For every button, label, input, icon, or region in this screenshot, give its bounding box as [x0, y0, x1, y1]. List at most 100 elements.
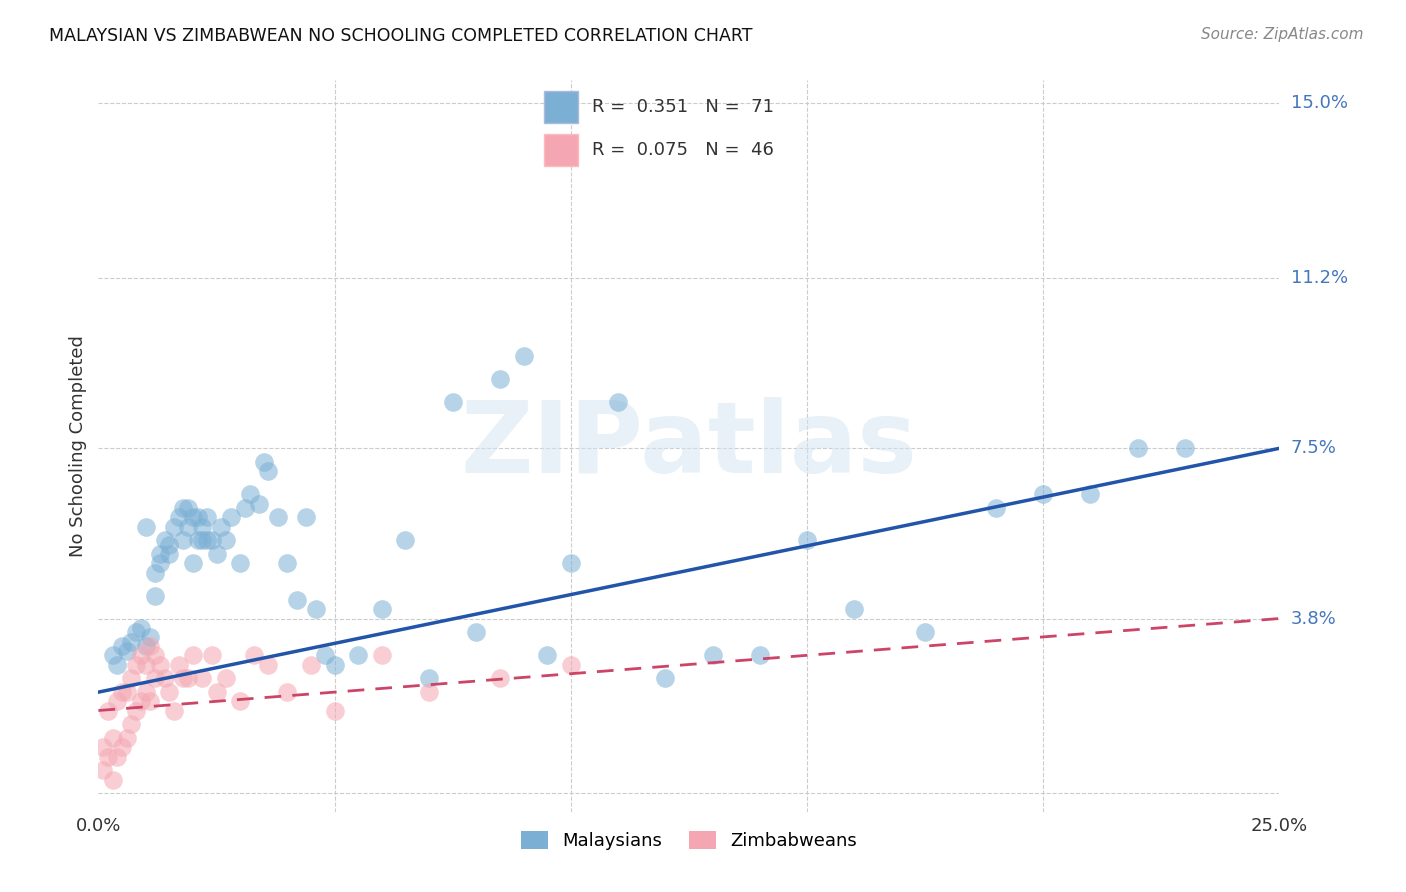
Point [172, 533, 194, 548]
Point [139, 630, 162, 644]
Point [139, 639, 162, 653]
Point [105, 749, 128, 764]
Point [191, 533, 214, 548]
Legend: Malaysians, Zimbabweans: Malaysians, Zimbabweans [513, 823, 865, 857]
Point [135, 685, 157, 699]
Point [796, 533, 818, 548]
Point [243, 648, 266, 663]
Point [914, 625, 936, 640]
Point [560, 557, 582, 571]
Point [125, 657, 148, 672]
Point [219, 510, 242, 524]
Point [371, 648, 394, 663]
Y-axis label: No Schooling Completed: No Schooling Completed [69, 335, 87, 557]
Point [163, 519, 186, 533]
Point [536, 648, 558, 663]
Point [187, 533, 209, 548]
Point [1080, 487, 1102, 501]
Point [295, 510, 318, 524]
Point [191, 519, 214, 533]
Point [371, 602, 394, 616]
Point [233, 501, 256, 516]
Point [229, 557, 252, 571]
Point [135, 519, 157, 533]
Point [347, 648, 370, 663]
Point [101, 648, 124, 663]
Text: 15.0%: 15.0% [1291, 95, 1347, 112]
Point [125, 704, 148, 718]
Point [125, 625, 148, 640]
Point [201, 648, 224, 663]
Point [205, 685, 228, 699]
Point [115, 685, 138, 699]
Point [1174, 442, 1197, 456]
Point [314, 648, 336, 663]
Text: MALAYSIAN VS ZIMBABWEAN NO SCHOOLING COMPLETED CORRELATION CHART: MALAYSIAN VS ZIMBABWEAN NO SCHOOLING COM… [49, 27, 752, 45]
Point [418, 671, 440, 685]
Point [97, 749, 120, 764]
Point [465, 625, 488, 640]
Point [489, 671, 512, 685]
Point [172, 501, 194, 516]
Point [135, 639, 157, 653]
Point [177, 501, 200, 516]
Text: 11.2%: 11.2% [1291, 269, 1348, 287]
Point [607, 395, 630, 409]
Point [239, 487, 262, 501]
Text: Source: ZipAtlas.com: Source: ZipAtlas.com [1201, 27, 1364, 42]
Point [323, 657, 346, 672]
Point [143, 671, 166, 685]
Point [153, 671, 176, 685]
Point [101, 731, 124, 745]
Point [394, 533, 416, 548]
Point [143, 566, 166, 580]
Point [276, 557, 298, 571]
Point [129, 648, 152, 663]
Point [163, 704, 186, 718]
Point [121, 671, 143, 685]
Point [191, 671, 214, 685]
Point [91, 740, 114, 755]
Point [323, 704, 346, 718]
Point [149, 547, 172, 561]
Point [441, 395, 464, 409]
FancyBboxPatch shape [544, 134, 578, 166]
Point [129, 621, 152, 635]
Point [157, 547, 180, 561]
Point [181, 557, 204, 571]
Point [276, 685, 298, 699]
Point [253, 455, 276, 469]
Point [418, 685, 440, 699]
Point [305, 602, 328, 616]
Point [247, 496, 270, 510]
Point [121, 634, 143, 648]
Point [187, 510, 209, 524]
Point [195, 510, 218, 524]
Point [201, 533, 224, 548]
Point [267, 510, 290, 524]
Point [229, 694, 252, 708]
Point [489, 372, 512, 386]
Point [181, 648, 204, 663]
Point [115, 731, 138, 745]
Point [209, 519, 232, 533]
Point [129, 694, 152, 708]
Point [143, 589, 166, 603]
Point [215, 533, 238, 548]
Point [101, 772, 124, 787]
Text: 7.5%: 7.5% [1291, 439, 1337, 458]
Point [285, 593, 308, 607]
Point [702, 648, 724, 663]
Point [215, 671, 238, 685]
Text: R =  0.075   N =  46: R = 0.075 N = 46 [592, 141, 773, 159]
Point [143, 648, 166, 663]
Point [153, 533, 176, 548]
Point [195, 533, 218, 548]
Point [1032, 487, 1054, 501]
Point [512, 349, 534, 363]
Point [167, 510, 190, 524]
Point [149, 557, 172, 571]
Point [181, 510, 204, 524]
Point [105, 657, 128, 672]
Point [177, 519, 200, 533]
